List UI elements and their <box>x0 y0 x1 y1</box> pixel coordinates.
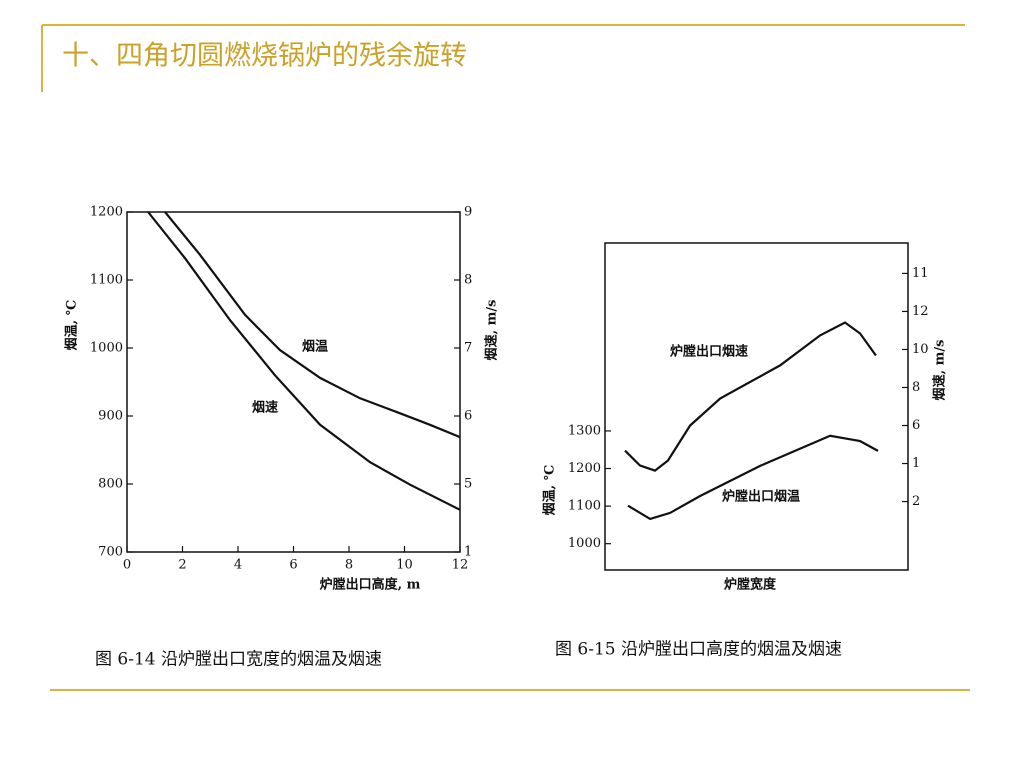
y2-tick-label: 6 <box>912 418 920 433</box>
y-tick-label: 800 <box>98 477 123 492</box>
x-tick-label: 4 <box>234 558 242 573</box>
x-tick-label: 0 <box>123 558 131 573</box>
x-tick-label: 10 <box>396 558 413 573</box>
series-line <box>624 321 877 472</box>
y2-tick-label: 11 <box>912 266 929 281</box>
y2-tick-label: 12 <box>912 304 929 319</box>
y2-tick-label: 1 <box>912 456 920 471</box>
y-tick-label: 1100 <box>90 273 123 288</box>
series-line <box>627 434 879 521</box>
y2-tick-label: 10 <box>912 342 929 357</box>
y-tick-label: 1300 <box>568 423 601 438</box>
y-tick-label: 1200 <box>90 205 123 220</box>
y2-tick-label: 6 <box>464 409 472 424</box>
y2-tick-label: 2 <box>912 494 920 509</box>
x-tick-label: 6 <box>289 558 297 573</box>
series-label: 烟速 <box>252 400 278 416</box>
x-tick-label: 12 <box>452 558 469 573</box>
y2-axis-label: 烟速, m/s <box>932 340 948 401</box>
figure-caption: 图 6-15 沿炉膛出口高度的烟温及烟速 <box>555 640 842 660</box>
series-line <box>164 211 461 439</box>
y-axis-label: 烟温, ℃ <box>65 300 80 351</box>
y-tick-label: 1000 <box>90 341 123 356</box>
x-tick-label: 2 <box>178 558 186 573</box>
y2-tick-label: 9 <box>464 205 472 220</box>
y-tick-label: 1100 <box>568 499 601 514</box>
plot-frame <box>126 211 461 553</box>
y-tick-label: 1000 <box>568 536 601 551</box>
series-label: 烟温 <box>302 340 328 355</box>
y2-tick-label: 5 <box>464 477 472 492</box>
y2-tick-label: 1 <box>464 545 472 560</box>
y2-tick-label: 7 <box>464 341 472 356</box>
y2-tick-label: 8 <box>912 380 920 395</box>
y2-axis-label: 烟速, m/s <box>484 300 500 361</box>
figure-caption: 图 6-14 沿炉膛出口宽度的烟温及烟速 <box>95 650 382 670</box>
plot-frame <box>604 242 909 571</box>
slide-title: 十、四角切圆燃烧锅炉的残余旋转 <box>62 41 467 72</box>
y2-tick-label: 8 <box>464 273 472 288</box>
x-axis-label: 炉膛宽度 <box>724 577 777 593</box>
y-tick-label: 900 <box>98 409 123 424</box>
y-axis-label: 烟温, ℃ <box>543 465 558 516</box>
x-axis-label: 炉膛出口高度, m <box>320 577 421 593</box>
series-label: 炉膛出口烟温 <box>722 489 800 505</box>
series-line <box>147 211 461 511</box>
y-tick-label: 1200 <box>568 461 601 476</box>
series-label: 炉膛出口烟速 <box>670 344 748 360</box>
y-tick-label: 700 <box>98 545 123 560</box>
x-tick-label: 8 <box>345 558 353 573</box>
